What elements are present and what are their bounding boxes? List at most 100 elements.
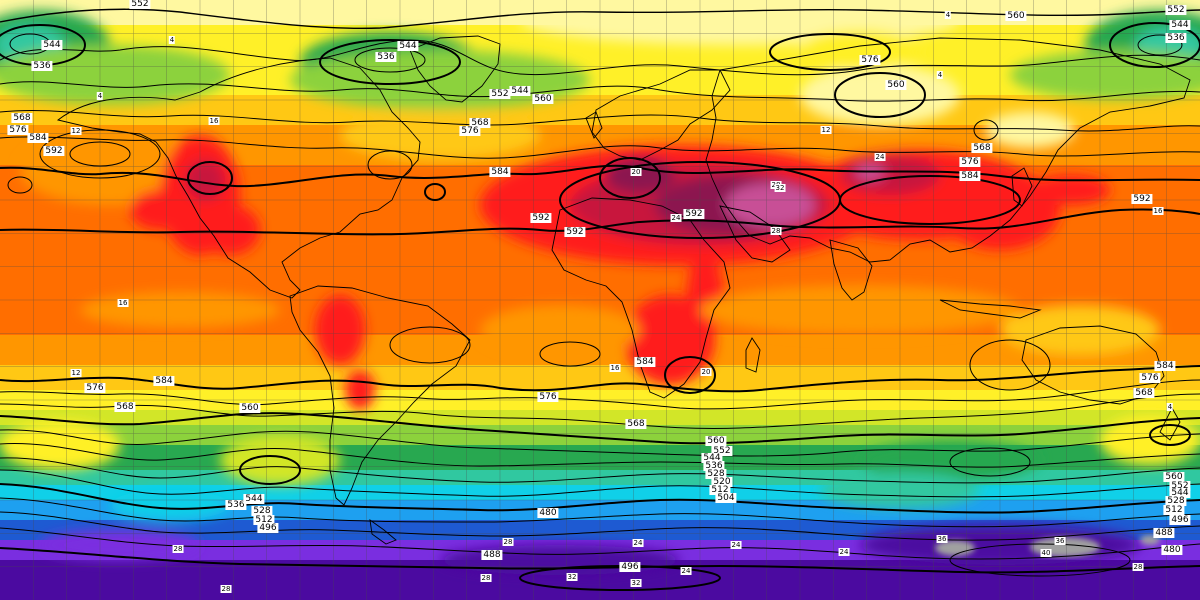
contour-value-label: 544 xyxy=(41,40,63,50)
contour-value-label: 496 xyxy=(619,562,641,572)
anomaly-value-label: 28 xyxy=(1132,563,1144,571)
contour-cell-south-atlantic xyxy=(539,341,601,367)
amber-patch-atlantic xyxy=(480,305,640,355)
contour-480-south xyxy=(0,547,1200,574)
coast-madagascar xyxy=(745,337,761,373)
coast-africa xyxy=(551,197,731,399)
geopotential-contours xyxy=(0,8,1200,591)
contour-value-label: 552 xyxy=(1169,481,1191,491)
contour-cell-asia-high xyxy=(769,33,891,71)
contour-value-label: 544 xyxy=(1169,20,1191,30)
anomaly-value-label: 28 xyxy=(502,538,514,546)
anomaly-value-label: 20 xyxy=(630,168,642,176)
amber-patch-indian xyxy=(700,285,1020,335)
contour-value-label: 560 xyxy=(885,80,907,90)
contour-576-south xyxy=(0,379,1200,410)
contour-584-south xyxy=(0,365,1200,393)
anomaly-value-label: 24 xyxy=(632,539,644,547)
antarctic-grey-low-1 xyxy=(935,540,975,556)
contour-cell-south-america-high xyxy=(389,326,471,364)
north-light-green-1 xyxy=(0,45,230,105)
contour-value-label: 576 xyxy=(537,392,559,402)
anomaly-value-label: 4 xyxy=(1166,403,1174,411)
contour-value-label: 544 xyxy=(243,494,265,504)
anomaly-value-label: 36 xyxy=(1054,537,1066,545)
contour-value-label: 568 xyxy=(625,419,647,429)
contour-cell-indian-high xyxy=(969,339,1051,391)
contour-value-label: 584 xyxy=(1154,361,1176,371)
contour-value-label: 512 xyxy=(253,515,275,525)
south-yellow-bulge-1 xyxy=(0,420,120,470)
contour-cell-south-pacific-2 xyxy=(949,447,1031,477)
contour-north-5 xyxy=(0,136,1200,159)
contour-value-label: 592 xyxy=(43,146,65,156)
anomaly-value-label: 4 xyxy=(96,92,104,100)
contour-value-label: 576 xyxy=(1139,373,1161,383)
north-orange-pacific xyxy=(20,135,200,205)
anomaly-value-label: 4 xyxy=(944,11,952,19)
contour-value-label: 496 xyxy=(1169,515,1191,525)
coast-europe xyxy=(591,69,731,161)
contour-496-south xyxy=(0,511,1200,541)
contour-cell-africa-high xyxy=(664,356,716,394)
contour-520-south xyxy=(0,483,1200,514)
contour-cell-nw-pacific-inner xyxy=(69,141,131,167)
contour-value-label: 536 xyxy=(703,461,725,471)
anomaly-value-label: 24 xyxy=(874,153,886,161)
anomaly-value-label: 36 xyxy=(936,535,948,543)
red-ridge-na-south xyxy=(200,205,260,255)
contour-cell-asia-ridge xyxy=(839,175,1021,225)
contour-cell-na-high xyxy=(187,161,233,195)
anomaly-value-label: 16 xyxy=(609,364,621,372)
contour-north-1 xyxy=(0,8,1200,29)
contour-value-label: 560 xyxy=(705,436,727,446)
south-violet-2 xyxy=(440,545,680,575)
contour-value-label: 584 xyxy=(27,133,49,143)
south-yellow-bulge-3 xyxy=(1100,415,1200,465)
red-south-america xyxy=(315,295,365,365)
contour-value-label: 488 xyxy=(481,550,503,560)
anomaly-value-label: 28 xyxy=(770,227,782,235)
anomaly-value-label: 24 xyxy=(680,567,692,575)
contour-north-3 xyxy=(0,81,1200,102)
contour-544-south xyxy=(0,443,1200,468)
contour-value-label: 552 xyxy=(489,89,511,99)
red-west-atlantic xyxy=(130,190,190,230)
contour-560-south xyxy=(0,412,1200,445)
contour-north-2 xyxy=(0,39,1200,76)
coast-asia xyxy=(705,37,1191,263)
contour-value-label: 584 xyxy=(959,171,981,181)
anomaly-value-label: 12 xyxy=(70,369,82,377)
contour-value-label: 568 xyxy=(1133,388,1155,398)
coast-new-zealand xyxy=(1159,407,1181,441)
contour-cell-kamchatka-low xyxy=(973,119,999,141)
contour-value-label: 536 xyxy=(1165,33,1187,43)
anomaly-value-label: 28 xyxy=(172,545,184,553)
contour-value-label: 568 xyxy=(469,118,491,128)
contour-value-label: 576 xyxy=(859,55,881,65)
contour-cell-na-low xyxy=(367,150,413,180)
amber-patch-pacific xyxy=(80,292,280,328)
contour-value-label: 568 xyxy=(11,113,33,123)
contour-value-label: 584 xyxy=(634,357,656,367)
red-south-america-2 xyxy=(345,370,375,410)
contour-528-south xyxy=(0,469,1200,498)
anomaly-value-label: 32 xyxy=(630,579,642,587)
coast-uk xyxy=(585,111,603,139)
contour-value-label: 504 xyxy=(715,493,737,503)
contour-cell-tasman xyxy=(1149,424,1191,446)
north-pale-3 xyxy=(985,112,1075,148)
contour-512-south xyxy=(0,497,1200,528)
contour-value-label: 576 xyxy=(84,383,106,393)
anomaly-value-label: 16 xyxy=(117,299,129,307)
contour-value-label: 552 xyxy=(1165,5,1187,15)
contour-value-label: 568 xyxy=(971,143,993,153)
contour-value-label: 592 xyxy=(683,209,705,219)
contour-value-label: 536 xyxy=(375,52,397,62)
anomaly-value-label: 28 xyxy=(220,585,232,593)
anomaly-value-label: 20 xyxy=(700,368,712,376)
coast-north-america xyxy=(56,57,421,299)
anomaly-value-label: 16 xyxy=(1152,207,1164,215)
contour-value-label: 528 xyxy=(705,469,727,479)
